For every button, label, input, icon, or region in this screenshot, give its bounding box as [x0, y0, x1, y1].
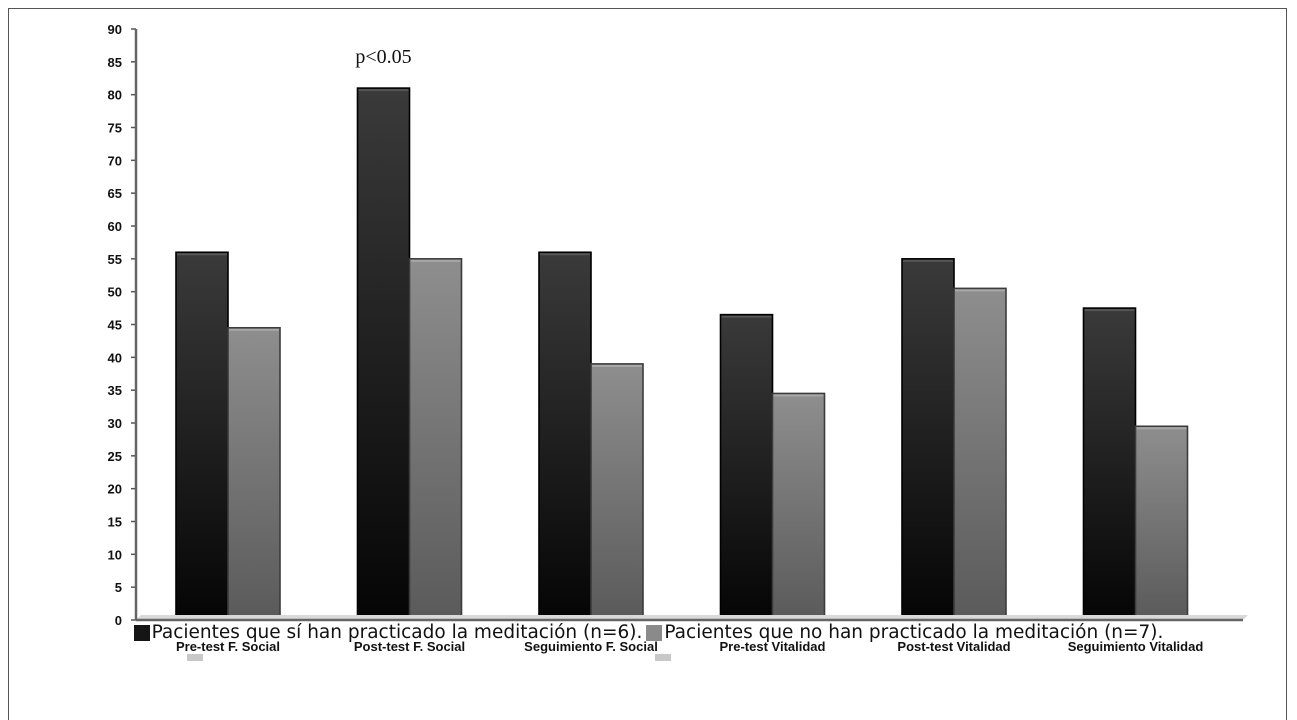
legend-item-series-1: Pacientes que sí han practicado la medit…	[133, 622, 643, 643]
legend-swatch-dark	[133, 624, 150, 641]
y-tick-label: 50	[108, 285, 122, 300]
y-tick-label: 0	[115, 613, 122, 628]
bar-top-highlight	[540, 253, 590, 256]
bar-gray-3	[590, 363, 644, 621]
legend-label-series-2: Pacientes que no han practicado la medit…	[664, 622, 1164, 643]
y-tick-label: 85	[108, 55, 122, 70]
bar-top-highlight	[773, 394, 824, 397]
y-tick-label: 60	[108, 219, 122, 234]
bar-dark-4	[719, 313, 774, 621]
significance-annotation: p<0.05	[355, 46, 411, 68]
x-category-label: Pre-test F. Social	[176, 639, 280, 654]
y-tick-label: 65	[108, 186, 122, 201]
bar-top-highlight	[410, 259, 461, 262]
bar-dark-5	[901, 258, 955, 621]
bar-gray-2	[408, 258, 463, 621]
bar-top-highlight	[721, 315, 772, 318]
legend: Pacientes que sí han practicado la medit…	[0, 622, 1297, 643]
x-category-label: Pre-test Vitalidad	[720, 639, 826, 654]
cropped-legend-remnant	[187, 654, 671, 661]
y-tick-label: 55	[108, 252, 122, 267]
bar-dark-2	[356, 87, 411, 621]
y-tick-label: 70	[108, 153, 122, 168]
bar-dark-6	[1082, 307, 1137, 621]
x-category-label: Seguimiento Vitalidad	[1068, 639, 1204, 654]
bar-top-highlight	[358, 89, 409, 92]
y-tick-label: 25	[108, 449, 122, 464]
y-tick-label: 90	[108, 22, 122, 37]
bar-gray-1	[227, 326, 281, 621]
y-tick-label: 75	[108, 121, 122, 136]
bar-gray-6	[1134, 425, 1189, 621]
y-tick-label: 35	[108, 383, 122, 398]
legend-swatch-gray	[646, 624, 663, 641]
bar-top-highlight	[229, 328, 279, 331]
bar-top-highlight	[592, 364, 642, 367]
y-tick-label: 40	[108, 350, 122, 365]
bar-top-highlight	[1084, 309, 1135, 312]
plot-area: 0 5 10 15 20 25 30 35 40 45 50 55 60 65 70 75 80 85 90 Pre-…	[108, 22, 1248, 654]
x-category-label: Post-test F. Social	[354, 639, 465, 654]
bar-top-highlight	[1136, 427, 1187, 430]
legend-label-series-1: Pacientes que sí han practicado la medit…	[151, 622, 643, 643]
chart-frame	[8, 8, 1287, 720]
x-category-label: Post-test Vitalidad	[897, 639, 1010, 654]
y-tick-label: 10	[108, 547, 122, 562]
y-tick-label: 30	[108, 416, 122, 431]
bar-top-highlight	[177, 253, 227, 256]
bar-top-highlight	[903, 259, 953, 262]
y-tick-label: 45	[108, 318, 122, 333]
bar-gray-5	[953, 287, 1007, 621]
y-tick-label: 80	[108, 88, 122, 103]
bar-gray-4	[771, 392, 826, 621]
x-category-label: Seguimiento F. Social	[524, 639, 658, 654]
legend-item-series-2: Pacientes que no han practicado la medit…	[646, 622, 1163, 643]
bar-top-highlight	[955, 289, 1005, 292]
y-tick-label: 15	[108, 515, 122, 530]
y-tick-label: 20	[108, 482, 122, 497]
y-tick-label: 5	[115, 580, 122, 595]
bar-dark-3	[538, 251, 592, 621]
bar-dark-1	[175, 251, 229, 621]
